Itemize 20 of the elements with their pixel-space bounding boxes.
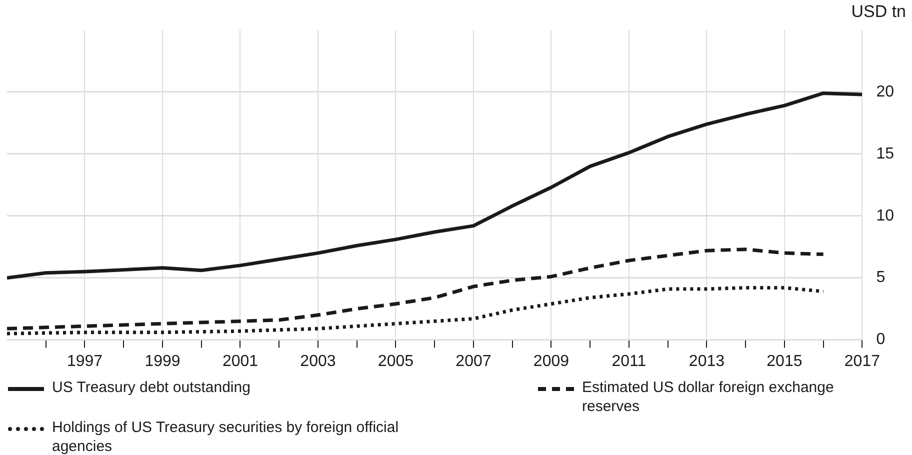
legend-label: Holdings of US Treasury securities by foreign official agencies — [52, 418, 400, 455]
y-tick-label: 15 — [876, 145, 894, 162]
y-tick-label: 5 — [876, 269, 886, 286]
x-tick-label: 2007 — [456, 352, 492, 370]
legend-label: US Treasury debt outstanding — [52, 378, 250, 397]
x-tick-label: 2017 — [844, 352, 880, 370]
x-tick-label: 2009 — [533, 352, 570, 370]
x-tick-label: 2013 — [688, 352, 725, 370]
x-tick-label: 2005 — [378, 352, 414, 370]
x-tick-label: 1997 — [66, 352, 103, 370]
y-tick-label: 20 — [876, 83, 894, 100]
x-tick-label: 1999 — [144, 352, 180, 370]
x-tick-label: 2015 — [766, 352, 802, 370]
y-tick-label: 10 — [876, 207, 894, 224]
legend-label: Estimated US dollar foreign exchange reserves — [582, 378, 835, 416]
y-tick-label: 0 — [876, 331, 886, 348]
x-tick-label: 2001 — [222, 352, 258, 370]
x-tick-label: 2011 — [612, 352, 646, 370]
x-tick-label: 2003 — [300, 352, 336, 370]
y-axis-title: USD tn — [851, 2, 906, 22]
